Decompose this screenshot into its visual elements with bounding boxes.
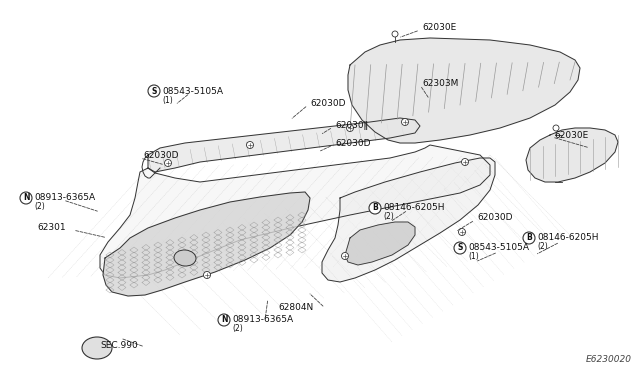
Text: 62301: 62301 [37, 224, 66, 232]
Text: (1): (1) [468, 253, 479, 262]
Text: 62030D: 62030D [310, 99, 346, 108]
Text: N: N [221, 315, 227, 324]
Text: 62030D: 62030D [143, 151, 179, 160]
Text: 62030E: 62030E [554, 131, 588, 140]
Circle shape [392, 31, 398, 37]
Polygon shape [148, 118, 420, 172]
Text: 62804N: 62804N [278, 304, 313, 312]
Polygon shape [348, 38, 580, 143]
Text: S: S [151, 87, 157, 96]
Circle shape [401, 119, 408, 125]
Text: N: N [23, 193, 29, 202]
Polygon shape [526, 128, 618, 182]
Text: (2): (2) [34, 202, 45, 212]
Circle shape [148, 85, 160, 97]
Text: 08146-6205H: 08146-6205H [383, 203, 445, 212]
Text: B: B [372, 203, 378, 212]
Circle shape [342, 253, 349, 260]
Circle shape [454, 242, 466, 254]
Text: (2): (2) [232, 324, 243, 334]
Ellipse shape [82, 337, 112, 359]
Text: S: S [458, 244, 463, 253]
Text: 08913-6365A: 08913-6365A [34, 193, 95, 202]
Text: (1): (1) [162, 96, 173, 105]
Text: 62303M: 62303M [422, 78, 458, 87]
Text: (2): (2) [537, 243, 548, 251]
Circle shape [523, 232, 535, 244]
Circle shape [20, 192, 32, 204]
Circle shape [369, 202, 381, 214]
Polygon shape [345, 222, 415, 265]
Circle shape [164, 160, 172, 167]
Circle shape [204, 272, 211, 279]
Text: SEC.990: SEC.990 [100, 340, 138, 350]
Polygon shape [100, 145, 490, 278]
Circle shape [246, 141, 253, 148]
Text: 62030ǁ: 62030ǁ [335, 121, 368, 129]
Text: 08543-5105A: 08543-5105A [162, 87, 223, 96]
Text: B: B [526, 234, 532, 243]
Circle shape [553, 125, 559, 131]
Polygon shape [103, 192, 310, 296]
Text: 08913-6365A: 08913-6365A [232, 315, 293, 324]
Text: (2): (2) [383, 212, 394, 221]
Text: 62030E: 62030E [422, 23, 456, 32]
Text: 08543-5105A: 08543-5105A [468, 244, 529, 253]
Text: 62030D: 62030D [335, 138, 371, 148]
Ellipse shape [174, 250, 196, 266]
Text: 62030D: 62030D [477, 214, 513, 222]
Polygon shape [322, 158, 495, 282]
Circle shape [458, 228, 465, 235]
Text: E6230020: E6230020 [586, 355, 632, 364]
Text: 08146-6205H: 08146-6205H [537, 234, 598, 243]
Circle shape [346, 125, 353, 131]
Circle shape [218, 314, 230, 326]
Circle shape [461, 158, 468, 166]
